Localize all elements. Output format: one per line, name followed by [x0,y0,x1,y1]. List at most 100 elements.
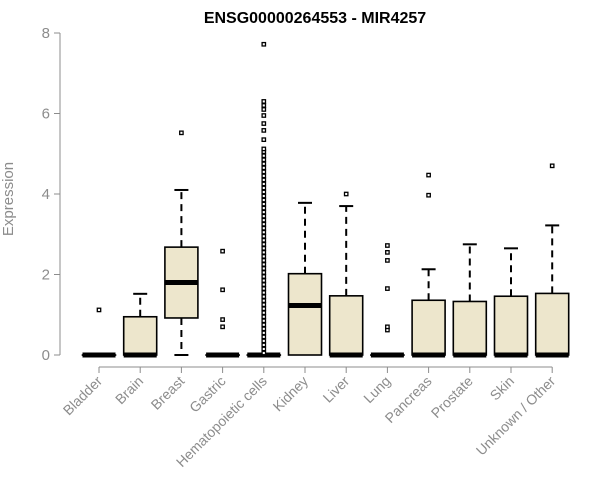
outlier-point [261,113,267,118]
box-group [534,163,570,358]
box-group [246,41,282,358]
outlier-point [261,185,267,191]
outlier-point [261,169,267,175]
box-group [122,292,158,358]
outlier-point [261,330,267,336]
outlier-point [220,317,225,322]
outlier-point [261,181,267,187]
box-iqr [328,295,364,356]
outlier-point [261,165,267,171]
outlier-point [261,258,267,263]
x-tick-label: Brain [112,373,146,407]
box-group [493,247,529,358]
outlier-point [261,189,267,195]
box-group [370,243,405,358]
outlier-point [261,270,267,275]
outlier-point [261,41,267,47]
box-group [452,243,488,358]
box-iqr [493,295,529,356]
outlier-point [426,172,431,178]
outlier-point [261,161,267,167]
outlier-point [385,258,390,263]
outlier-point [261,262,267,267]
outlier-point [261,205,267,211]
outlier-point [261,217,267,223]
outlier-point [261,157,267,163]
outlier-point [261,350,267,356]
outlier-point [261,282,267,287]
outlier-point [261,298,267,304]
outlier-point [261,250,267,255]
outlier-point [261,225,267,231]
outlier-point [343,191,349,197]
y-tick-label: 6 [42,106,50,123]
x-tick-label: Breast [148,373,188,413]
outlier-point [261,310,267,316]
outlier-point [426,192,431,198]
outlier-point [261,314,267,320]
box-iqr [534,292,570,356]
x-tick-label: Liver [320,373,353,406]
outlier-point [261,173,267,179]
outlier-point [261,177,267,183]
outlier-point [261,137,267,143]
outlier-point [261,146,267,152]
chart-title: ENSG00000264553 - MIR4257 [204,10,426,27]
outlier-point [261,302,267,308]
outlier-point [220,287,225,293]
x-tick-label: Skin [487,373,518,404]
outlier-point [261,254,267,259]
box-iqr [411,299,446,356]
box-group [164,130,199,356]
outlier-point [261,241,267,247]
box-iqr [122,315,158,356]
box-group [411,172,446,358]
outlier-point [261,221,267,227]
outlier-point [261,233,267,239]
outlier-point [261,322,267,328]
box-group [81,307,117,358]
outlier-point [261,306,267,312]
outlier-point [261,201,267,207]
outlier-point [261,209,267,215]
x-tick-label: Bladder [60,373,106,419]
y-tick-label: 2 [42,267,50,284]
outlier-point [261,342,267,348]
y-tick-label: 8 [42,25,50,42]
outlier-point [261,237,267,243]
outlier-point [261,274,267,279]
outlier-point [261,103,267,108]
outlier-point [261,338,267,344]
y-tick-label: 0 [42,347,50,364]
outlier-point [261,213,267,219]
outlier-point [261,229,267,235]
box-series [81,41,570,358]
outlier-point [261,290,267,295]
outlier-point [220,324,225,330]
box-group [287,201,323,356]
outlier-point [261,99,267,104]
outlier-point [385,286,390,291]
box-iqr [452,300,488,356]
outlier-point [385,250,390,255]
outlier-point [261,326,267,332]
outlier-point [261,153,267,159]
outlier-point [179,130,184,136]
outlier-point [549,163,555,169]
outlier-point [261,346,267,352]
outlier-point [261,334,267,340]
box-group [328,191,364,358]
outlier-point [261,107,267,112]
outlier-point [261,128,267,133]
x-tick-label: Kidney [270,373,312,415]
outlier-point [261,318,267,324]
outlier-point [261,266,267,271]
box-iqr [287,272,323,356]
outlier-point [261,197,267,203]
outlier-point [96,307,102,313]
outlier-point [261,286,267,291]
outlier-point [385,324,390,330]
outlier-point [261,294,267,299]
